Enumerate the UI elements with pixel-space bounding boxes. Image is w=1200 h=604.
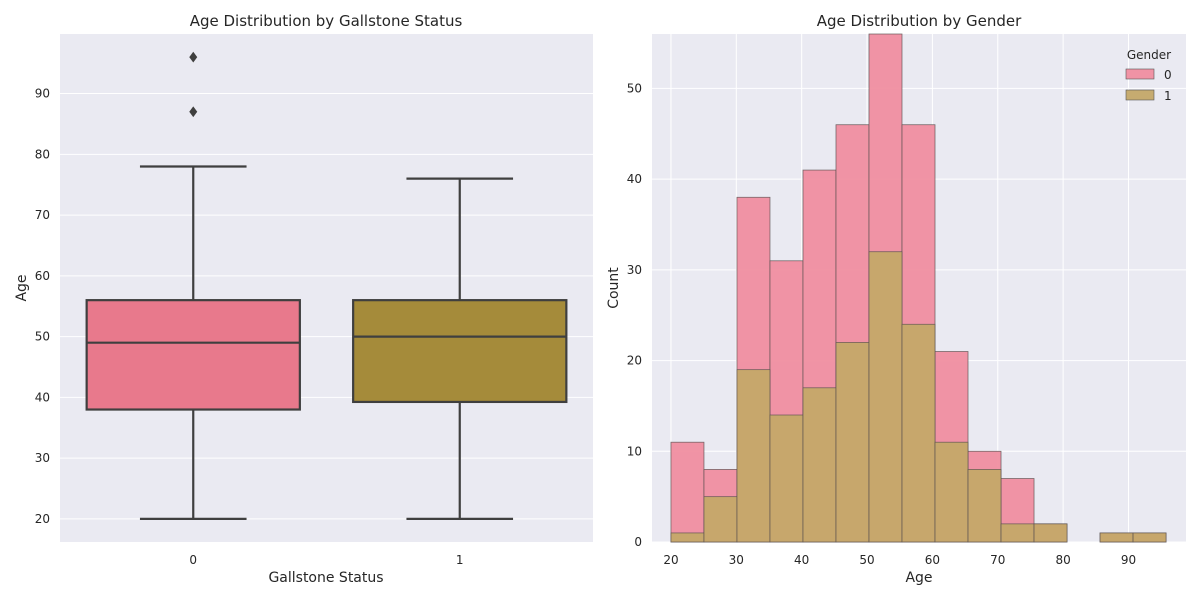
hist-bar <box>967 469 1002 543</box>
box-plot-area <box>60 34 593 542</box>
hist-bar <box>835 342 870 543</box>
box-iqr <box>352 299 568 404</box>
x-tick-label: 90 <box>1121 553 1136 567</box>
x-tick-label: 80 <box>1055 553 1070 567</box>
hist-bar <box>670 532 705 543</box>
y-tick-label: 20 <box>35 512 50 526</box>
histogram-y-ticks: 0 10 20 30 40 50 <box>627 81 642 549</box>
legend-label-0: 0 <box>1164 68 1172 82</box>
series-1 <box>670 251 1167 543</box>
hist-bar <box>703 496 738 543</box>
x-tick-label: 60 <box>925 553 940 567</box>
y-tick-label: 20 <box>627 354 642 368</box>
hist-bar <box>670 441 705 543</box>
x-tick-label: 50 <box>859 553 874 567</box>
outlier-point <box>189 51 198 63</box>
hist-bar <box>736 369 771 543</box>
histogram-title: Age Distribution by Gender <box>817 12 1022 30</box>
y-tick-label: 30 <box>35 451 50 465</box>
x-tick-label: 70 <box>990 553 1005 567</box>
legend-swatch-1 <box>1125 89 1155 101</box>
y-tick-label: 30 <box>627 263 642 277</box>
y-tick-label: 40 <box>627 172 642 186</box>
legend-label-1: 1 <box>1164 89 1172 103</box>
box-plot-x-label: Gallstone Status <box>268 570 383 586</box>
x-tick-label: 0 <box>189 553 197 567</box>
hist-bar <box>1099 532 1134 543</box>
histogram-x-label: Age <box>905 570 932 586</box>
histogram-y-label: Count <box>606 267 622 309</box>
y-tick-label: 90 <box>35 87 50 101</box>
y-tick-label: 50 <box>35 330 50 344</box>
box-plot-marks <box>85 51 568 521</box>
histogram-marks <box>670 33 1167 543</box>
y-tick-label: 40 <box>35 390 50 404</box>
y-tick-label: 70 <box>35 208 50 222</box>
box-plot-y-ticks: 20 30 40 50 60 70 80 90 <box>35 87 50 526</box>
hist-bar <box>1033 523 1068 543</box>
histogram-legend: Gender 0 1 <box>1125 48 1172 103</box>
box-iqr <box>85 299 301 411</box>
histogram-x-ticks: 20 30 40 50 60 70 80 90 <box>663 553 1136 567</box>
outlier-point <box>189 106 198 118</box>
legend-title: Gender <box>1127 48 1171 62</box>
legend-swatch-0 <box>1125 68 1155 80</box>
box-group-1 <box>352 177 568 521</box>
hist-bar <box>1000 523 1035 543</box>
hist-bar <box>901 323 936 543</box>
x-tick-label: 40 <box>794 553 809 567</box>
hist-bar <box>802 387 837 543</box>
x-tick-label: 30 <box>729 553 744 567</box>
x-tick-label: 20 <box>663 553 678 567</box>
hist-bar <box>769 414 804 543</box>
x-tick-label: 1 <box>456 553 464 567</box>
y-tick-label: 0 <box>634 535 642 549</box>
box-group-0 <box>85 51 301 521</box>
y-tick-label: 50 <box>627 81 642 95</box>
hist-bar <box>934 441 969 543</box>
hist-bar <box>1132 532 1167 543</box>
y-tick-label: 60 <box>35 269 50 283</box>
box-plot-y-label: Age <box>14 274 30 301</box>
y-tick-label: 80 <box>35 147 50 161</box>
y-tick-label: 10 <box>627 444 642 458</box>
box-plot-title: Age Distribution by Gallstone Status <box>190 12 463 30</box>
hist-bar <box>868 251 903 543</box>
